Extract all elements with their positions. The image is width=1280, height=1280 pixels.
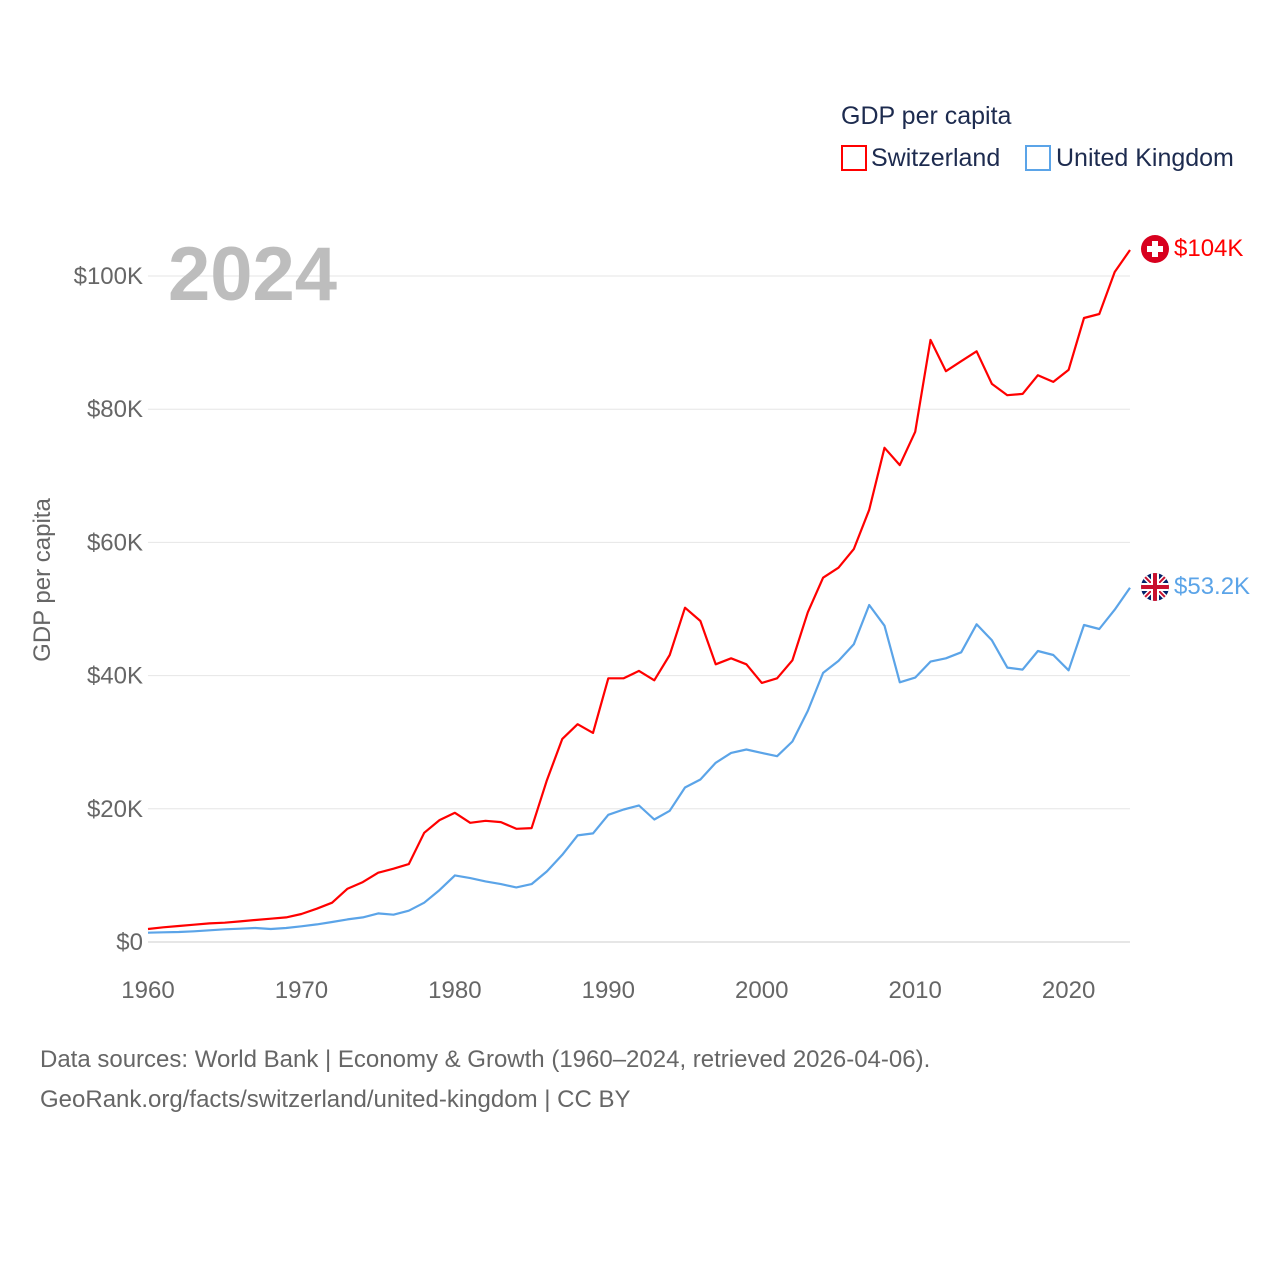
y-axis-label: GDP per capita xyxy=(29,498,56,662)
end-label-united-kingdom: $53.2K xyxy=(1174,573,1250,600)
y-tick-label: $20K xyxy=(87,796,143,823)
legend-label-united-kingdom: United Kingdom xyxy=(1056,144,1234,172)
x-tick-label: 2010 xyxy=(888,977,941,1004)
x-tick-label: 2020 xyxy=(1042,977,1095,1004)
y-tick-label: $0 xyxy=(116,929,143,956)
x-tick-label: 1980 xyxy=(428,977,481,1004)
y-tick-label: $40K xyxy=(87,663,143,690)
series-line-switzerland[interactable] xyxy=(147,249,1131,931)
legend-label-switzerland: Switzerland xyxy=(871,144,1000,172)
legend-swatch-united-kingdom xyxy=(1025,145,1051,171)
y-tick-label: $80K xyxy=(87,396,143,423)
end-label-switzerland: $104K xyxy=(1174,235,1243,262)
x-axis: 1960 1970 1980 1990 2000 2010 2020 xyxy=(121,977,1095,1004)
legend-title: GDP per capita xyxy=(841,102,1012,130)
x-tick-label: 2000 xyxy=(735,977,788,1004)
legend-item-switzerland[interactable]: Switzerland xyxy=(841,144,1000,172)
x-tick-label: 1990 xyxy=(582,977,635,1004)
x-tick-label: 1970 xyxy=(275,977,328,1004)
legend-swatch-switzerland xyxy=(841,145,867,171)
year-label: 2024 xyxy=(168,232,337,317)
gridlines xyxy=(148,275,1130,943)
y-axis: $0 $20K $40K $60K $80K $100K xyxy=(74,263,143,956)
source-note: Data sources: World Bank | Economy & Gro… xyxy=(40,1046,931,1073)
series-line-united-kingdom[interactable] xyxy=(147,587,1131,934)
uk-flag-icon xyxy=(1141,573,1169,601)
legend-item-united-kingdom[interactable]: United Kingdom xyxy=(1025,144,1234,172)
y-tick-label: $60K xyxy=(87,529,143,556)
x-tick-label: 1960 xyxy=(121,977,174,1004)
source-link[interactable]: GeoRank.org/facts/switzerland/united-kin… xyxy=(40,1086,631,1113)
swiss-flag-icon xyxy=(1141,235,1169,263)
series-lines xyxy=(147,249,1131,934)
y-tick-label: $100K xyxy=(74,263,143,290)
